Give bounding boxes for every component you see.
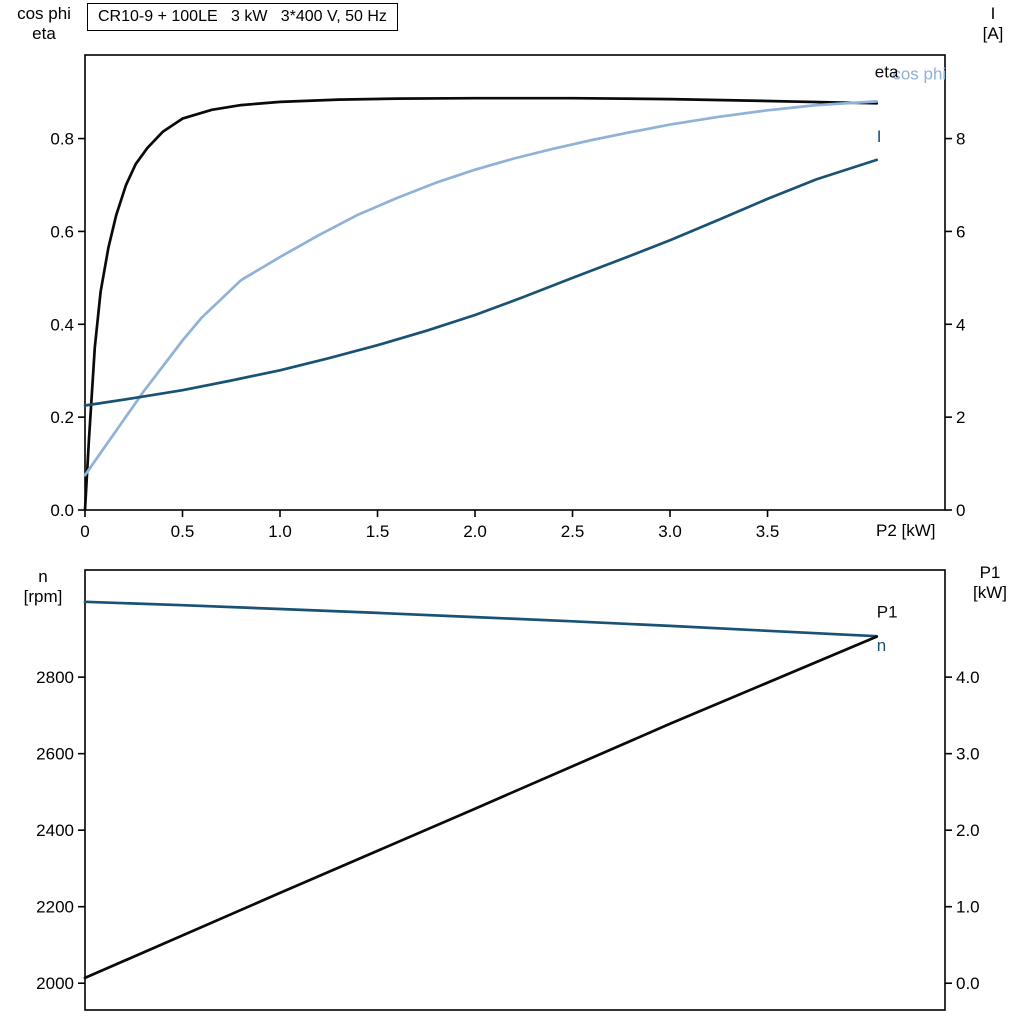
left-tick-label: 2200	[36, 898, 74, 917]
right-tick-label: 4.0	[956, 668, 980, 687]
right-tick-label: 1.0	[956, 898, 980, 917]
left-tick-label: 0.8	[50, 130, 74, 149]
curve-label-eta: eta	[875, 62, 899, 81]
x-tick-label: 3.5	[756, 522, 780, 541]
x-tick-label: 0	[80, 522, 89, 541]
series-speed-n-line	[83, 600, 879, 638]
left-tick-label: 2000	[36, 974, 74, 993]
x-tick-label: 2.0	[463, 522, 487, 541]
right-tick-label: 4	[956, 315, 965, 334]
right-tick-label: 0	[956, 501, 965, 520]
right-tick-label: 2	[956, 408, 965, 427]
x-tick-label: 2.5	[561, 522, 585, 541]
left-tick-label: 0.4	[50, 315, 74, 334]
x-tick-label: 1.5	[366, 522, 390, 541]
x-tick-label: 0.5	[171, 522, 195, 541]
top-left-axis-label: cos phi eta	[17, 4, 71, 43]
curve-label-i: I	[877, 127, 882, 146]
series-current-I-line	[83, 158, 879, 407]
left-tick-label: 2600	[36, 745, 74, 764]
series-eta-line	[83, 96, 879, 512]
curve-label-cos-phi: cos phi	[892, 65, 946, 84]
right-tick-label: 2.0	[956, 821, 980, 840]
x-tick-label: 3.0	[658, 522, 682, 541]
series-power-P1-line	[83, 635, 879, 980]
right-tick-label: 8	[956, 130, 965, 149]
left-tick-label: 2800	[36, 668, 74, 687]
left-tick-label: 0.6	[50, 222, 74, 241]
left-tick-label: 0.2	[50, 408, 74, 427]
left-tick-label: 0.0	[50, 501, 74, 520]
bottom-right-axis-label: P1 [kW]	[973, 563, 1007, 602]
right-tick-label: 3.0	[956, 745, 980, 764]
left-tick-label: 2400	[36, 821, 74, 840]
chart-title-box: CR10-9 + 100LE 3 kW 3*400 V, 50 Hz	[87, 3, 398, 31]
motor-mechanical-chart: 2000 2200 2400 2600 2800 0.0 1.0 2.0 3.0 4.0 P1 n	[36, 569, 980, 1011]
plot-border	[84, 54, 946, 511]
right-tick-label: 6	[956, 222, 965, 241]
top-right-axis-label: I [A]	[982, 4, 1004, 43]
series-cos-phi-line	[83, 100, 879, 477]
x-axis-label: P2 [kW]	[876, 521, 936, 540]
plot-border	[84, 569, 946, 1011]
curve-label-p1: P1	[877, 602, 898, 621]
motor-electrical-chart: 0.0 0.2 0.4 0.6 0.8 0 2 4 6 8 0 0.5 1.0 1.5 2.0 2.5 3.0 3…	[50, 54, 965, 541]
curve-label-n: n	[877, 636, 886, 655]
right-tick-label: 0.0	[956, 974, 980, 993]
x-tick-label: 1.0	[268, 522, 292, 541]
bottom-left-axis-label: n [rpm]	[23, 567, 63, 606]
